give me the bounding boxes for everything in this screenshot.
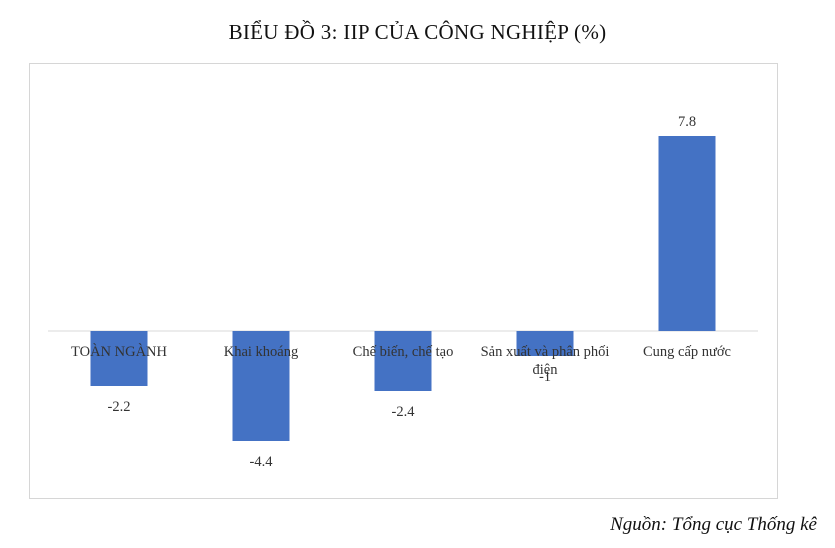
bar: [90, 331, 148, 386]
category-label: Khai khoáng: [224, 344, 299, 360]
data-label: -2.2: [108, 399, 131, 415]
data-label: -1: [539, 369, 551, 385]
data-label: -4.4: [250, 454, 274, 470]
chart-area: [29, 63, 778, 499]
bar: [374, 331, 432, 391]
source-note: Nguồn: Tổng cục Thống kê: [610, 514, 817, 535]
bar: [232, 331, 290, 441]
category-label: Chế biến, chế tạo: [353, 344, 454, 360]
chart-title: BIỂU ĐỒ 3: IIP CỦA CÔNG NGHIỆP (%): [228, 20, 607, 44]
category-label: TOÀN NGÀNH: [71, 343, 168, 360]
category-label: Sản xuất và phân phối điện: [481, 344, 610, 378]
data-label: -2.4: [392, 404, 416, 420]
data-label: 7.8: [678, 114, 696, 130]
bar: [658, 136, 716, 331]
category-label: Cung cấp nước: [643, 344, 731, 360]
bar: [516, 331, 574, 356]
